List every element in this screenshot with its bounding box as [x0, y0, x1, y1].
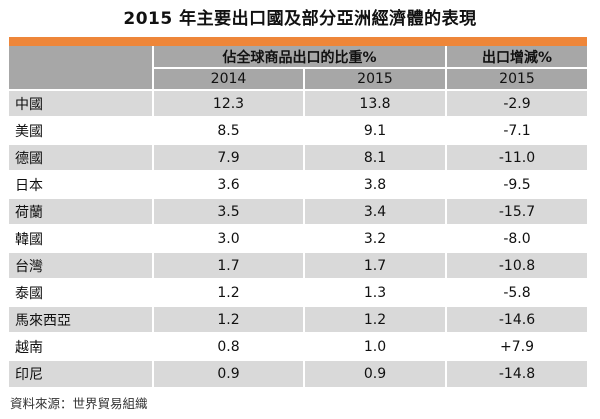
- export-growth-header: 出口增減%: [445, 46, 587, 68]
- share-2015-value: 3.8: [303, 170, 446, 198]
- table-row: 台灣 1.7 1.7 -10.8: [9, 251, 587, 279]
- share-2015-value: 3.2: [303, 224, 446, 252]
- table-row: 韓國 3.0 3.2 -8.0: [9, 224, 587, 252]
- header-row-groups: 佔全球商品出口的比重% 出口增減%: [9, 46, 587, 90]
- export-growth-2015-value: -15.7: [445, 197, 587, 225]
- share-2014-value: 7.9: [152, 143, 304, 171]
- economy-name: 台灣: [9, 251, 153, 279]
- year-header-2015-growth: 2015: [445, 67, 587, 90]
- economy-name: 日本: [9, 170, 153, 198]
- year-header-2015-share: 2015: [303, 67, 446, 90]
- share-2014-value: 1.7: [152, 251, 304, 279]
- export-growth-2015-value: -5.8: [445, 278, 587, 306]
- economy-name: 韓國: [9, 224, 153, 252]
- table-row: 馬來西亞 1.2 1.2 -14.6: [9, 305, 587, 333]
- table-body: 中國 12.3 13.8 -2.9 美國 8.5 9.1 -7.1 德國 7.9 8.1 -11.0 日…: [9, 89, 587, 387]
- economy-name: 越南: [9, 332, 153, 360]
- export-growth-2015-value: -9.5: [445, 170, 587, 198]
- table-row: 印尼 0.9 0.9 -14.8: [9, 359, 587, 387]
- economy-name: 印尼: [9, 359, 153, 387]
- export-growth-2015-value: -8.0: [445, 224, 587, 252]
- table-row: 泰國 1.2 1.3 -5.8: [9, 278, 587, 306]
- table-row: 日本 3.6 3.8 -9.5: [9, 170, 587, 198]
- share-2015-value: 0.9: [303, 359, 446, 387]
- economy-name: 荷蘭: [9, 197, 153, 225]
- accent-bar: [9, 37, 587, 46]
- economy-column-header: [9, 46, 153, 90]
- export-growth-2015-value: -7.1: [445, 116, 587, 144]
- economy-name: 德國: [9, 143, 153, 171]
- page-title: 2015 年主要出口國及部分亞洲經濟體的表現: [123, 9, 477, 29]
- share-2014-value: 3.5: [152, 197, 304, 225]
- export-growth-2015-value: -14.8: [445, 359, 587, 387]
- share-2014-value: 12.3: [152, 89, 304, 117]
- export-growth-2015-value: +7.9: [445, 332, 587, 360]
- share-2015-value: 13.8: [303, 89, 446, 117]
- share-2015-value: 1.0: [303, 332, 446, 360]
- table-row: 荷蘭 3.5 3.4 -15.7: [9, 197, 587, 225]
- share-group-header: 佔全球商品出口的比重%: [152, 46, 446, 68]
- share-2014-value: 8.5: [152, 116, 304, 144]
- table-header: 佔全球商品出口的比重% 出口增減% 2014 2015 2015: [9, 46, 587, 90]
- table-row: 德國 7.9 8.1 -11.0: [9, 143, 587, 171]
- export-growth-2015-value: -11.0: [445, 143, 587, 171]
- share-2014-value: 0.8: [152, 332, 304, 360]
- export-growth-2015-value: -2.9: [445, 89, 587, 117]
- economy-name: 馬來西亞: [9, 305, 153, 333]
- share-2015-value: 1.2: [303, 305, 446, 333]
- table-row: 美國 8.5 9.1 -7.1: [9, 116, 587, 144]
- stats-table-container: 佔全球商品出口的比重% 出口增減% 2014 2015 2015 中國 12.3 1…: [9, 37, 587, 387]
- stats-table: 佔全球商品出口的比重% 出口增減% 2014 2015 2015 中國 12.3 1…: [9, 46, 587, 387]
- share-2015-value: 1.3: [303, 278, 446, 306]
- share-2014-value: 1.2: [152, 305, 304, 333]
- share-2015-value: 9.1: [303, 116, 446, 144]
- share-2015-value: 1.7: [303, 251, 446, 279]
- table-row: 越南 0.8 1.0 +7.9: [9, 332, 587, 360]
- share-2015-value: 3.4: [303, 197, 446, 225]
- year-header-2014: 2014: [152, 67, 304, 90]
- share-2014-value: 0.9: [152, 359, 304, 387]
- export-growth-2015-value: -10.8: [445, 251, 587, 279]
- economy-name: 中國: [9, 89, 153, 117]
- share-2014-value: 1.2: [152, 278, 304, 306]
- source-note: 資料來源：世界貿易組織: [10, 396, 148, 411]
- share-2015-value: 8.1: [303, 143, 446, 171]
- share-2014-value: 3.6: [152, 170, 304, 198]
- economy-name: 泰國: [9, 278, 153, 306]
- table-row: 中國 12.3 13.8 -2.9: [9, 89, 587, 117]
- economy-name: 美國: [9, 116, 153, 144]
- export-growth-2015-value: -14.6: [445, 305, 587, 333]
- header-row-years: 2014 2015 2015: [9, 67, 587, 90]
- share-2014-value: 3.0: [152, 224, 304, 252]
